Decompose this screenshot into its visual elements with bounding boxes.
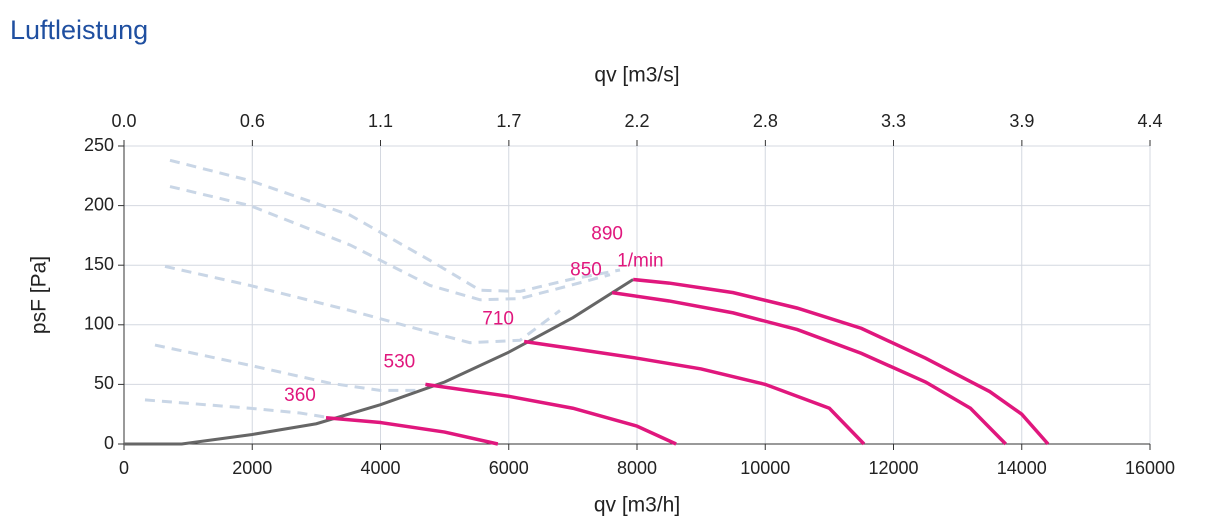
x2-tick-label: 1.1	[368, 111, 393, 131]
curve	[632, 277, 1050, 446]
dashed-curve	[144, 398, 331, 420]
x2-axis-label: qv [m3/s]	[594, 64, 679, 87]
series-label: 710	[482, 309, 514, 330]
dashed-curve	[164, 264, 561, 345]
series-label: 360	[284, 385, 316, 406]
unit-label: 1/min	[617, 251, 663, 272]
y-tick-label: 0	[104, 433, 114, 453]
curve	[325, 416, 499, 446]
y-tick-label: 50	[94, 373, 114, 393]
x-tick-label: 4000	[360, 458, 400, 478]
dashed-curve	[169, 185, 611, 302]
y-tick-label: 200	[84, 194, 114, 214]
y-tick-label: 250	[84, 135, 114, 155]
dashed-curve	[154, 343, 421, 392]
x-tick-label: 0	[119, 458, 129, 478]
chart-title: Luftleistung	[10, 15, 148, 45]
curve	[124, 278, 634, 446]
x-tick-label: 12000	[868, 458, 918, 478]
x2-tick-label: 4.4	[1137, 111, 1162, 131]
y-tick-label: 150	[84, 254, 114, 274]
x2-tick-label: 1.7	[496, 111, 521, 131]
x2-tick-label: 2.8	[753, 111, 778, 131]
series-label: 890	[591, 224, 623, 245]
x2-tick-label: 2.2	[624, 111, 649, 131]
x2-tick-label: 0.6	[240, 111, 265, 131]
curve	[523, 339, 866, 446]
y-axis-label: psF [Pa]	[28, 256, 51, 334]
dashed-curve	[169, 158, 621, 293]
series-label: 530	[384, 351, 416, 372]
curve	[425, 382, 677, 446]
series-label: 850	[570, 260, 602, 281]
x2-tick-label: 0.0	[111, 111, 136, 131]
curve	[611, 290, 1007, 446]
x-tick-label: 2000	[232, 458, 272, 478]
x2-tick-label: 3.9	[1009, 111, 1034, 131]
x-axis-label: qv [m3/h]	[594, 494, 680, 517]
x-tick-label: 10000	[740, 458, 790, 478]
x-tick-label: 8000	[617, 458, 657, 478]
x-tick-label: 6000	[489, 458, 529, 478]
x-tick-label: 16000	[1125, 458, 1175, 478]
x-tick-label: 14000	[997, 458, 1047, 478]
x2-tick-label: 3.3	[881, 111, 906, 131]
y-tick-label: 100	[84, 314, 114, 334]
